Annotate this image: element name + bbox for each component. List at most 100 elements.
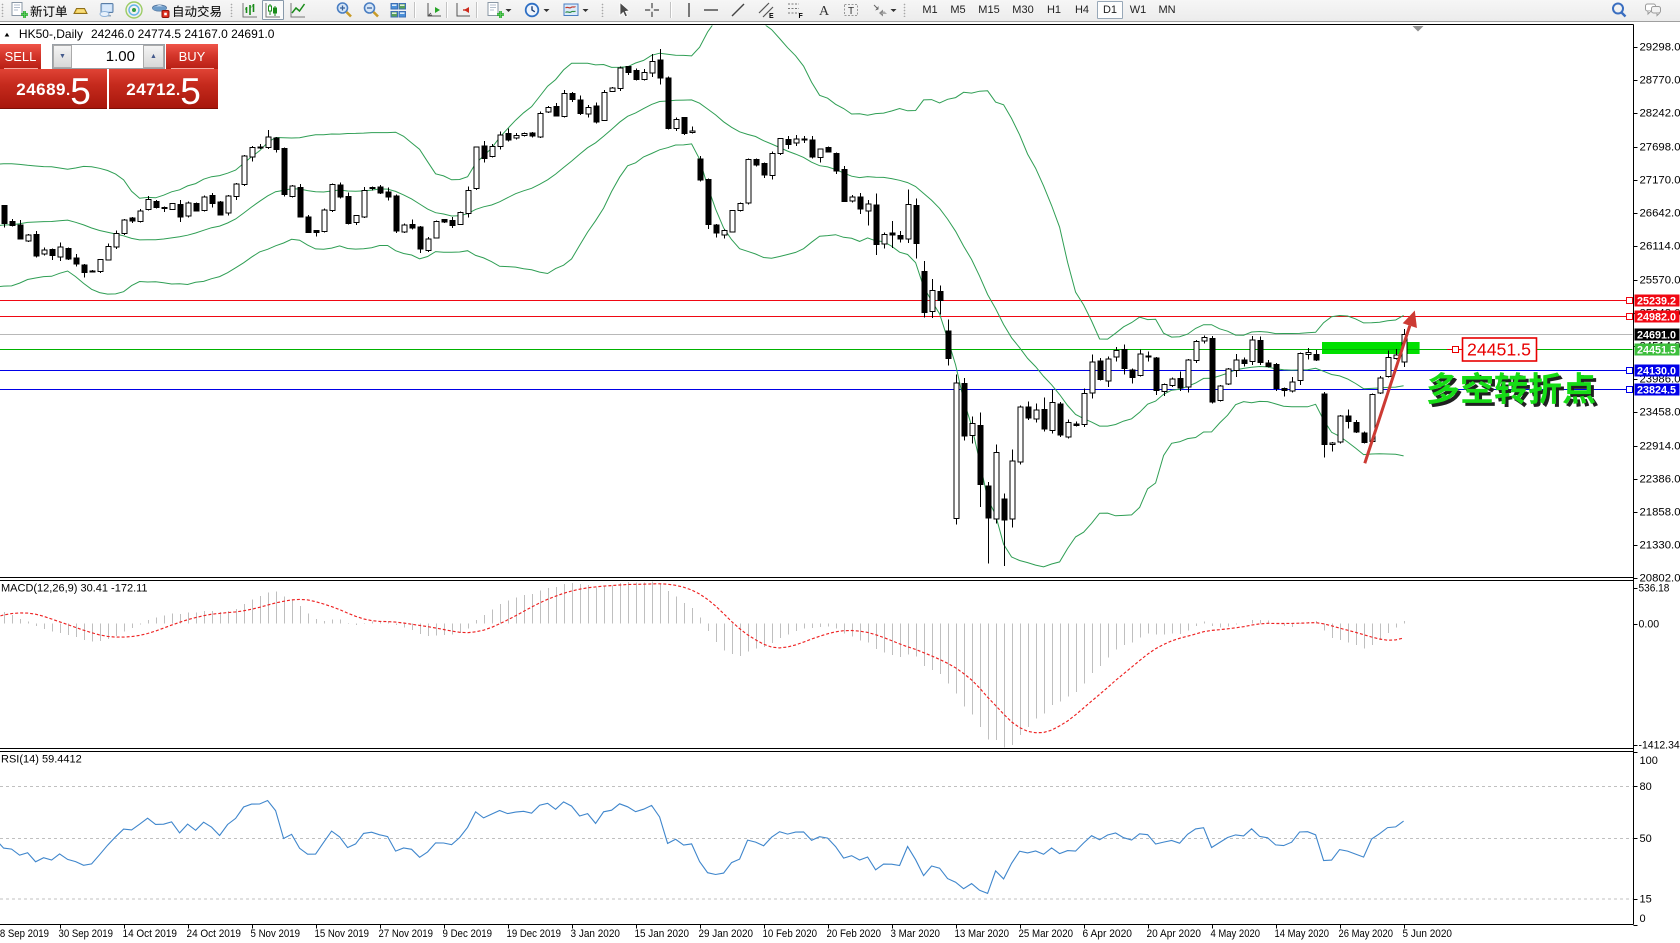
chart-shift-marker[interactable] [1412,26,1424,32]
price-note-box[interactable] [1461,337,1538,362]
timeframe-mn-button[interactable]: MN [1158,4,1176,16]
svg-text:100: 100 [1640,755,1658,767]
signal-icon[interactable] [123,0,145,20]
price-axis-label: 28242.0 [1640,108,1680,120]
hline-icon[interactable] [700,0,722,20]
toolbar-grip [230,3,233,17]
zoom-in-icon[interactable] [333,0,355,20]
green-rectangle-object[interactable] [1322,342,1420,354]
text-icon[interactable]: A [813,0,835,20]
line-chart-mode-icon[interactable] [287,0,309,20]
svg-text:25239.2: 25239.2 [1637,296,1676,308]
price-axis-label: 22386.0 [1640,474,1680,486]
volume-increase-button[interactable]: ▲ [143,45,164,68]
cn-annotation-text [1427,371,1595,405]
price-tag [1634,383,1680,396]
price-tag [1634,328,1680,341]
date-label: 5 Jun 2020 [1403,928,1453,940]
date-label: 15 Nov 2019 [315,928,370,940]
trend-arrow-object[interactable] [1363,325,1412,464]
svg-text:50: 50 [1640,833,1652,845]
zoom-out-icon[interactable] [360,0,382,20]
date-label: 3 Mar 2020 [891,928,941,940]
search-icon[interactable] [1608,0,1630,20]
volume-input[interactable]: 1.00 [105,48,135,65]
price-axis-label: 28770.0 [1640,75,1680,87]
bollinger-middle-line [0,99,1404,427]
channel-icon[interactable]: E [755,0,777,20]
macd-panel [0,581,1405,748]
timeframe-m1-button[interactable]: M1 [922,4,938,16]
sell-button[interactable]: SELL [0,44,41,70]
timeframe-m5-button[interactable]: M5 [950,4,966,16]
price-tag [1634,294,1680,307]
toolbar-grip [1,3,4,17]
svg-text:0: 0 [1640,913,1646,925]
bar-chart-mode-icon[interactable] [239,0,261,20]
timeframe-h1-button[interactable]: H1 [1046,4,1062,16]
timeframe-m15-button[interactable]: M15 [978,4,1000,16]
vline-icon[interactable] [678,0,700,20]
toolbar-separator [476,2,478,18]
crosshair-icon[interactable] [641,0,663,20]
date-label: 18 Sep 2019 [0,928,49,940]
date-label: 30 Sep 2019 [59,928,114,940]
svg-text:24691.0: 24691.0 [1637,330,1676,342]
gold-icon[interactable] [70,0,92,20]
price-pip: 5 [70,71,91,112]
autotrading-icon[interactable] [149,0,171,20]
sell-price-display[interactable]: 24689. 5 [0,69,107,112]
price-tag [1634,343,1680,356]
date-label: 4 May 2020 [1211,928,1261,940]
volume-spinner: ▼ 1.00 ▲ [52,44,165,69]
svg-text:15: 15 [1640,894,1652,906]
line-handle [1626,386,1633,393]
line-handle [1626,313,1633,320]
svg-text:24451.5: 24451.5 [1637,345,1676,357]
chart-shift-icon[interactable] [452,0,474,20]
date-label: 10 Feb 2020 [763,928,818,940]
new-order-icon[interactable] [7,0,29,20]
cursor-icon[interactable] [612,0,634,20]
price-axis-label: 27170.0 [1640,175,1680,187]
price-axis-label: 27698.0 [1640,142,1680,154]
chat-icon[interactable] [1642,0,1664,20]
trendline-icon[interactable] [727,0,749,20]
date-label: 9 Dec 2019 [443,928,493,940]
svg-text:23824.5: 23824.5 [1637,385,1676,397]
label-icon[interactable]: T [840,0,862,20]
volume-decrease-button[interactable]: ▼ [53,45,72,68]
templates-icon[interactable] [560,0,591,20]
timeframe-w1-button[interactable]: W1 [1129,4,1147,16]
timeframe-m30-button[interactable]: M30 [1012,4,1034,16]
auto-scroll-icon[interactable] [423,0,445,20]
date-label: 24 Oct 2019 [187,928,242,940]
tile-windows-icon[interactable] [387,0,409,20]
price-axis-label: 26114.0 [1640,241,1680,253]
macd-label: MACD(12,26,9) 30.41 -172.11 [1,583,148,595]
line-handle [1626,367,1633,374]
fibo-icon[interactable]: F [784,0,806,20]
arrows-icon[interactable] [868,0,899,20]
price-pip: 5 [180,71,201,112]
main-price-panel: 24451.5 [0,25,1633,568]
line-handle [1626,297,1633,304]
price-dot: . [176,82,181,99]
svg-text:24982.0: 24982.0 [1637,312,1676,324]
price-axis-label: 23458.0 [1640,407,1680,419]
bollinger-upper-line [0,25,1404,340]
toolbar-separator [446,2,448,18]
periods-icon[interactable] [521,0,552,20]
timeframe-d1-button[interactable]: D1 [1097,1,1123,19]
terminal-icon[interactable] [96,0,118,20]
price-axis-label: 26642.0 [1640,208,1680,220]
collapse-indicators-icon[interactable]: ▲ [3,30,11,38]
buy-button[interactable]: BUY [166,44,218,70]
timeframe-h4-button[interactable]: H4 [1074,4,1090,16]
candle-chart-mode-icon[interactable] [262,0,284,20]
date-label: 26 May 2020 [1339,928,1394,940]
buy-price-display[interactable]: 24712. 5 [109,69,218,112]
price-integer: 24712 [126,80,177,99]
indicators-icon[interactable] [483,0,514,20]
